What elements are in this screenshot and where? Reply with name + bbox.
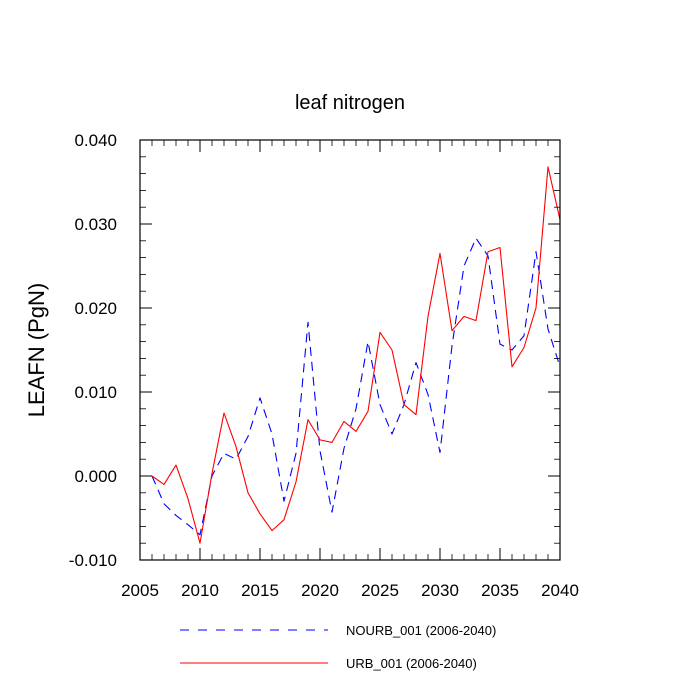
y-tick-label: -0.010 xyxy=(69,551,117,570)
x-tick-label: 2025 xyxy=(361,581,399,600)
plot-lines xyxy=(151,166,561,544)
series-line-2 xyxy=(151,166,561,544)
y-tick-labels: -0.010 0.000 0.010 0.020 0.030 0.040 xyxy=(69,131,117,570)
legend: NOURB_001 (2006-2040) URB_001 (2006-2040) xyxy=(180,623,496,671)
x-tick-label: 2020 xyxy=(301,581,339,600)
y-axis-label: LEAFN (PgN) xyxy=(24,283,49,417)
y-tick-label: 0.010 xyxy=(74,383,117,402)
y-tick-label: 0.020 xyxy=(74,299,117,318)
legend-label-1: NOURB_001 (2006-2040) xyxy=(346,623,496,638)
plot-frame xyxy=(139,139,561,561)
legend-label-2: URB_001 (2006-2040) xyxy=(346,656,477,671)
y-tick-label: 0.040 xyxy=(74,131,117,150)
x-tick-label: 2040 xyxy=(541,581,579,600)
axis-ticks xyxy=(139,139,561,561)
x-tick-label: 2035 xyxy=(481,581,519,600)
x-tick-label: 2030 xyxy=(421,581,459,600)
y-tick-label: 0.030 xyxy=(74,215,117,234)
x-tick-label: 2015 xyxy=(241,581,279,600)
x-tick-label: 2010 xyxy=(181,581,219,600)
x-tick-labels: 2005 2010 2015 2020 2025 2030 2035 2040 xyxy=(121,581,579,600)
x-tick-label: 2005 xyxy=(121,581,159,600)
y-tick-label: 0.000 xyxy=(74,467,117,486)
chart-title: leaf nitrogen xyxy=(295,92,405,114)
series-line-1 xyxy=(151,237,561,536)
